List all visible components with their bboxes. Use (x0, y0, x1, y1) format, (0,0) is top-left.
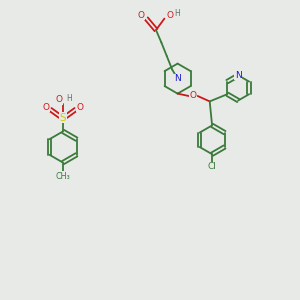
Text: N: N (174, 74, 181, 83)
Text: O: O (77, 103, 84, 112)
Text: CH₃: CH₃ (56, 172, 70, 181)
Text: O: O (56, 95, 63, 104)
Text: H: H (66, 94, 72, 103)
Text: O: O (137, 11, 145, 20)
Text: Cl: Cl (208, 162, 217, 171)
Text: S: S (60, 113, 66, 123)
Text: O: O (166, 11, 173, 20)
Text: N: N (235, 71, 242, 80)
Text: O: O (42, 103, 49, 112)
Text: H: H (174, 9, 180, 18)
Text: O: O (190, 92, 197, 100)
